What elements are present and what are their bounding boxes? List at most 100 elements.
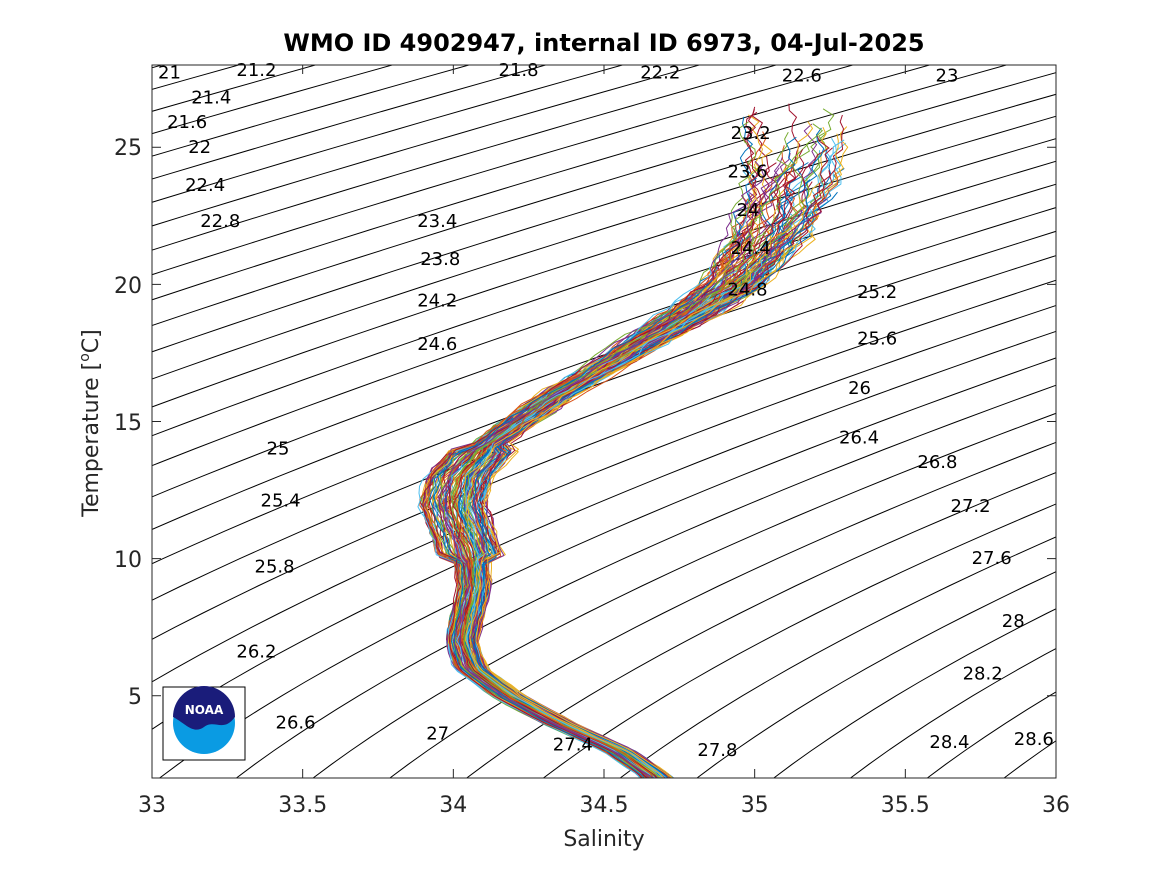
isopycnal-label: 21 (158, 63, 181, 84)
isopycnal-line (696, 571, 1056, 778)
profile-line (475, 243, 799, 778)
isopycnal-label: 28.4 (929, 732, 969, 753)
isopycnal-label: 27.8 (697, 740, 737, 761)
isopycnal-label: 25 (267, 438, 290, 459)
isopycnal-label: 22.6 (782, 66, 822, 87)
isopycnal-label: 21.4 (191, 87, 231, 108)
isopycnal-line (152, 115, 1056, 408)
x-tick-label: 35 (741, 793, 769, 818)
isopycnal-label: 27.2 (951, 496, 991, 517)
isopycnal-label: 24.4 (731, 238, 771, 259)
noaa-logo: NOAA (162, 686, 246, 761)
isopycnal-label: 26.4 (839, 427, 879, 448)
isopycnal-line (152, 65, 471, 157)
isopycnal-line (152, 65, 932, 301)
isopycnal-label: 25.8 (255, 556, 295, 577)
isopycnal-line (465, 472, 1056, 778)
isopycnal-line (152, 138, 1056, 437)
profile-line (454, 197, 779, 778)
isopycnal-label: 22.8 (200, 211, 240, 232)
logo-bird (173, 686, 235, 730)
isopycnal-line (152, 230, 1056, 565)
isopycnal-line (152, 207, 1056, 530)
isopycnal-label: 24.2 (417, 290, 457, 311)
isopycnal-label: 25.6 (857, 329, 897, 350)
isopycnal-line (152, 255, 1056, 601)
x-tick-label: 33 (138, 793, 166, 818)
isopycnal-label: 23 (936, 66, 959, 87)
profile-line (459, 127, 825, 778)
isopycnal-line (152, 65, 855, 276)
x-tick-label: 33.5 (278, 793, 327, 818)
isopycnal-line (152, 65, 778, 251)
isopycnal-label: 22.2 (640, 63, 680, 84)
isopycnal-line (312, 412, 1056, 778)
y-tick-labels: 5 10 15 20 25 (114, 136, 142, 710)
isopycnal-label: 24.6 (417, 334, 457, 355)
x-tick-label: 34 (439, 793, 467, 818)
isopycnal-line (152, 65, 1009, 326)
y-tick-label: 15 (114, 411, 142, 436)
isopycnal-labels: 21 21.221.4 21.6 21.8 22 22.2 22.4 22.6 22.8 23 23… (158, 60, 1054, 761)
isopycnal-line (542, 503, 1056, 778)
isopycnal-label: 26 (848, 378, 871, 399)
x-tick-label: 36 (1042, 793, 1070, 818)
isopycnal-label: 28.6 (1014, 729, 1054, 750)
y-axis-label-end: C] (79, 329, 104, 353)
isopycnal-label: 23.6 (728, 161, 768, 182)
y-axis-label-main: Temperature [ (79, 362, 104, 518)
isopycnal-line (152, 93, 1056, 380)
isopycnal-line (152, 72, 1056, 353)
isopycnal-line (849, 647, 1056, 778)
isopycnal-line (152, 65, 625, 203)
isopycnal-label: 23.8 (420, 249, 460, 270)
isopycnal-line (619, 536, 1056, 778)
profile-line (437, 167, 780, 778)
isopycnal-label: 26.8 (917, 452, 957, 473)
isopycnal-label: 26.6 (276, 713, 316, 734)
isopycnal-line (772, 608, 1056, 778)
isopycnal-line (152, 183, 1056, 498)
isopycnal-line (152, 65, 548, 180)
isopycnal-label: 22 (188, 137, 211, 158)
isopycnal-label: 24 (737, 200, 760, 221)
isopycnal-label: 23.2 (731, 123, 771, 144)
profile-line (429, 279, 713, 778)
x-tick-label: 34.5 (580, 793, 629, 818)
y-tick-label: 20 (114, 274, 142, 299)
x-tick-label: 35.5 (881, 793, 930, 818)
y-tick-label: 10 (114, 548, 142, 573)
isopycnal-label: 27.4 (553, 735, 593, 756)
isopycnal-label: 25.4 (261, 491, 301, 512)
chart-title: WMO ID 4902947, internal ID 6973, 04-Jul… (283, 29, 924, 57)
isopycnal-label: 26.2 (236, 641, 276, 662)
axis-ticks (151, 65, 1057, 778)
profile-line (422, 106, 761, 778)
y-tick-label: 25 (114, 136, 142, 161)
y-axis-label: Temperature [oC] (77, 329, 104, 517)
isopycnal-line (152, 65, 702, 227)
isopycnal-label: 21.8 (499, 60, 539, 81)
isopycnal-label: 28.2 (963, 663, 1003, 684)
isopycnal-line (235, 384, 1056, 778)
isopycnal-line (152, 305, 1056, 683)
profile-line (425, 252, 724, 778)
x-tick-labels: 33 33.5 34 34.5 35 35.5 36 (138, 793, 1070, 818)
isopycnal-label: 23.4 (417, 211, 457, 232)
profile-lines (417, 103, 849, 778)
isopycnal-line (152, 279, 1056, 640)
isopycnal-label: 27 (426, 724, 449, 745)
y-axis-label-superscript: o (77, 353, 93, 362)
y-tick-label: 5 (128, 685, 142, 710)
isopycnal-label: 25.2 (857, 282, 897, 303)
logo-text: NOAA (185, 703, 224, 717)
profile-line (465, 197, 805, 778)
isopycnal-label: 22.4 (185, 175, 225, 196)
isopycnal-line (152, 160, 1056, 467)
x-axis-label: Salinity (563, 827, 644, 852)
isopycnal-line (158, 357, 1056, 778)
isopycnal-label: 21.2 (236, 60, 276, 81)
isopycnal-label: 28 (1002, 611, 1025, 632)
profile-line (439, 131, 790, 778)
